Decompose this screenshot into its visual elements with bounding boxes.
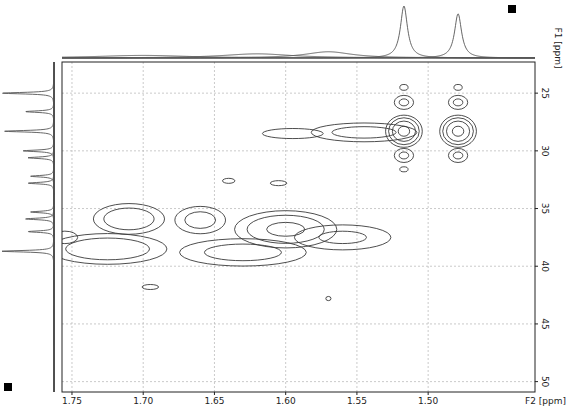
- projection-peak: [62, 52, 535, 58]
- tick-label: 25: [540, 87, 550, 98]
- grid-line: [71, 62, 72, 392]
- contour: [448, 95, 467, 109]
- tick: [214, 392, 215, 395]
- contour: [93, 204, 164, 235]
- contour: [62, 231, 78, 243]
- projection-peak: [28, 62, 54, 392]
- contour: [267, 222, 305, 236]
- contour: [394, 95, 413, 109]
- projection-peak: [26, 62, 54, 392]
- tick: [535, 381, 538, 382]
- tick-label: 1.55: [347, 396, 367, 406]
- contour: [175, 206, 226, 233]
- projection-peak: [28, 62, 54, 392]
- projection-peak: [26, 62, 54, 392]
- projection-peak: [62, 14, 535, 58]
- projection-peak: [5, 62, 54, 392]
- contour: [66, 238, 150, 260]
- contour: [453, 152, 463, 159]
- f2-projection: [62, 6, 535, 58]
- projection-peak: [23, 62, 54, 392]
- contour: [400, 167, 408, 172]
- tick-label: 45: [540, 318, 550, 329]
- contour: [399, 99, 409, 106]
- tick-label: 40: [540, 261, 550, 273]
- tick-label: 30: [540, 145, 550, 157]
- contour: [332, 127, 396, 138]
- grid-line: [428, 62, 429, 392]
- contour: [398, 126, 409, 136]
- contour: [180, 239, 307, 266]
- f1-projection: [2, 62, 54, 392]
- contour: [204, 244, 281, 261]
- tick-label: 1.60: [276, 396, 296, 406]
- grid-line: [214, 62, 215, 392]
- tick: [535, 208, 538, 209]
- tick-label: 1.65: [204, 396, 224, 406]
- contour: [222, 178, 234, 183]
- projection-peak: [28, 62, 54, 392]
- contour: [270, 181, 287, 186]
- tick: [285, 392, 286, 395]
- tick: [356, 392, 357, 395]
- corner-marker: [4, 383, 12, 391]
- tick-label: 1.70: [133, 396, 153, 406]
- projection-peak: [2, 62, 54, 392]
- grid-line: [62, 150, 535, 151]
- grid-line: [285, 62, 286, 392]
- grid-line: [62, 93, 535, 94]
- contour: [443, 118, 474, 145]
- frame: [62, 62, 535, 392]
- grid: [62, 62, 535, 392]
- contour: [448, 148, 467, 162]
- corner-marker: [508, 5, 516, 13]
- tick: [535, 150, 538, 151]
- contour: [104, 208, 154, 230]
- tick: [143, 392, 144, 395]
- x-axis: 1.75 1.70 1.65 1.60 1.55 1.50 F2 [ppm]: [62, 392, 566, 406]
- contour: [262, 129, 323, 139]
- axis-label: F2 [ppm]: [525, 396, 566, 406]
- grid-line: [356, 62, 357, 392]
- contour: [142, 284, 159, 289]
- grid-line: [62, 381, 535, 382]
- tick: [428, 392, 429, 395]
- tick: [71, 392, 72, 395]
- projection-peak: [62, 6, 535, 58]
- contour: [394, 148, 413, 162]
- grid-line: [62, 323, 535, 324]
- projection-peak: [62, 55, 535, 58]
- tick-label: 35: [540, 203, 550, 214]
- tick-label: 50: [540, 376, 550, 388]
- contour: [453, 99, 463, 106]
- projection-peak: [31, 62, 54, 392]
- contour: [452, 126, 463, 136]
- projection-peak: [62, 54, 535, 58]
- contour: [446, 121, 469, 141]
- grid-line: [62, 266, 535, 267]
- contour: [400, 84, 408, 90]
- tick: [535, 266, 538, 267]
- projection-peak: [31, 62, 54, 392]
- contour: [454, 84, 462, 90]
- chart: 1.75 1.70 1.65 1.60 1.55 1.50 F2 [ppm] 25 30 35 40…: [0, 0, 571, 406]
- contour: [440, 115, 477, 147]
- tick: [535, 323, 538, 324]
- contour: [294, 225, 390, 250]
- contours: [62, 84, 476, 300]
- axis-label: F1 [ppm]: [553, 28, 563, 69]
- tick: [535, 93, 538, 94]
- y-axis: 25 30 35 40 45 50 F1 [ppm]: [535, 28, 563, 388]
- contour: [311, 123, 417, 142]
- contour: [185, 212, 216, 229]
- tick-label: 1.75: [62, 396, 82, 406]
- projection-peak: [3, 62, 54, 392]
- tick-label: 1.50: [418, 396, 438, 406]
- contour: [326, 296, 331, 300]
- contour: [319, 231, 367, 243]
- contour: [399, 152, 409, 159]
- grid-line: [143, 62, 144, 392]
